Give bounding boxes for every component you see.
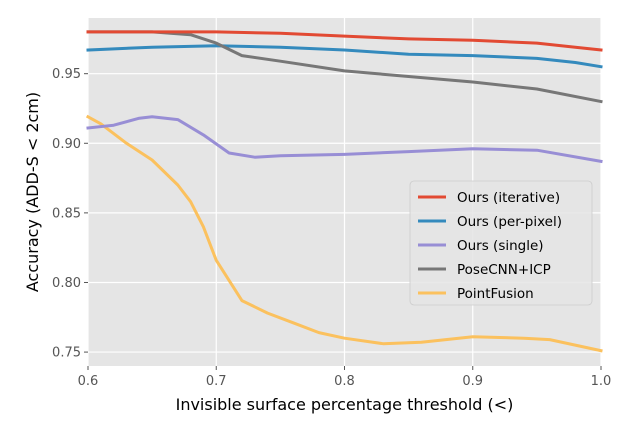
legend-label: PointFusion <box>457 286 534 302</box>
series-lines <box>85 30 603 353</box>
x-tick-label: 1.0 <box>591 374 612 389</box>
legend: Ours (iterative) Ours (per-pixel) Ours (si… <box>409 180 593 306</box>
y-axis-ticks: 0.75 0.80 0.85 0.90 0.95 <box>52 67 88 361</box>
series-line-ours-per-pixel <box>86 44 603 69</box>
y-tick-label: 0.75 <box>52 346 81 361</box>
x-axis-label: Invisible surface percentage threshold (… <box>176 395 514 414</box>
legend-box <box>409 180 593 306</box>
legend-label: Ours (iterative) <box>457 190 560 206</box>
y-axis-label: Accuracy (ADD-S < 2cm) <box>23 92 42 292</box>
y-tick-label: 0.90 <box>52 137 81 152</box>
x-tick-label: 0.9 <box>462 374 483 389</box>
legend-label: Ours (per-pixel) <box>457 214 562 230</box>
x-tick-label: 0.6 <box>78 374 99 389</box>
y-tick-label: 0.80 <box>52 276 81 291</box>
watermark-text: @稀土掘金技术社区 <box>518 394 626 409</box>
series-line-pointfusion <box>85 114 603 353</box>
x-tick-label: 0.8 <box>334 374 355 389</box>
legend-label: Ours (single) <box>457 238 544 254</box>
x-tick-label: 0.7 <box>206 374 227 389</box>
series-line-posecnn-icp <box>86 30 603 104</box>
legend-label: PoseCNN+ICP <box>457 262 551 278</box>
series-line-ours-single <box>86 115 603 164</box>
y-tick-label: 0.95 <box>52 67 81 82</box>
x-axis-ticks: 0.6 0.7 0.8 0.9 1.0 <box>78 366 612 389</box>
y-tick-label: 0.85 <box>52 206 81 221</box>
series-line-ours-iterative <box>86 30 603 52</box>
